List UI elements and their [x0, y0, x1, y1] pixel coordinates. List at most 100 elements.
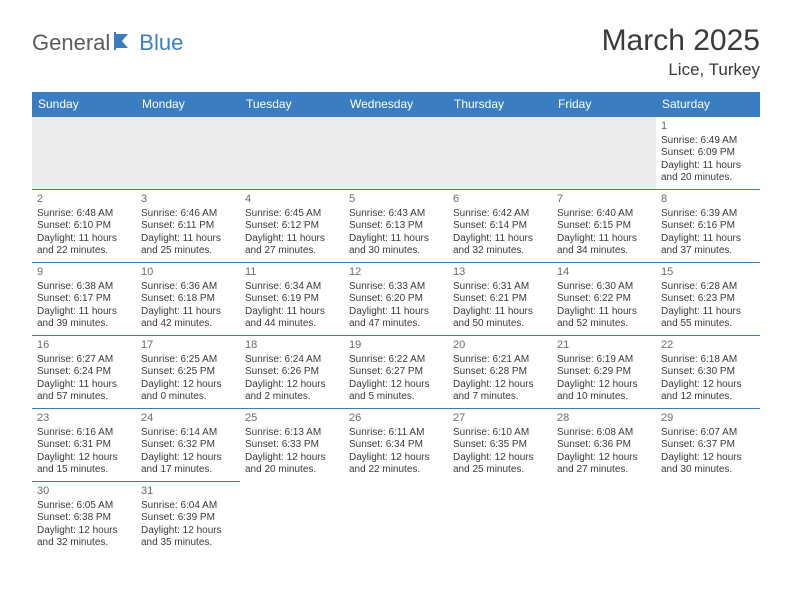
calendar-cell: 1Sunrise: 6:49 AMSunset: 6:09 PMDaylight…	[656, 117, 760, 190]
calendar-cell: 5Sunrise: 6:43 AMSunset: 6:13 PMDaylight…	[344, 190, 448, 263]
sunrise-text: Sunrise: 6:05 AM	[37, 500, 131, 513]
sunset-text: Sunset: 6:09 PM	[661, 147, 755, 160]
day-number: 20	[453, 339, 547, 353]
daylight-text: and 20 minutes.	[245, 464, 339, 477]
daylight-text: Daylight: 11 hours	[661, 233, 755, 246]
sunset-text: Sunset: 6:39 PM	[141, 512, 235, 525]
sunrise-text: Sunrise: 6:48 AM	[37, 208, 131, 221]
day-number: 24	[141, 412, 235, 426]
daylight-text: Daylight: 12 hours	[557, 452, 651, 465]
logo-text-blue: Blue	[139, 30, 183, 56]
calendar-cell: 14Sunrise: 6:30 AMSunset: 6:22 PMDayligh…	[552, 263, 656, 336]
day-number: 3	[141, 193, 235, 207]
sunrise-text: Sunrise: 6:10 AM	[453, 427, 547, 440]
daylight-text: Daylight: 11 hours	[557, 306, 651, 319]
sunset-text: Sunset: 6:20 PM	[349, 293, 443, 306]
sunset-text: Sunset: 6:11 PM	[141, 220, 235, 233]
calendar-cell: 13Sunrise: 6:31 AMSunset: 6:21 PMDayligh…	[448, 263, 552, 336]
calendar-table: Sunday Monday Tuesday Wednesday Thursday…	[32, 92, 760, 555]
sunrise-text: Sunrise: 6:07 AM	[661, 427, 755, 440]
sunrise-text: Sunrise: 6:31 AM	[453, 281, 547, 294]
daylight-text: Daylight: 11 hours	[349, 233, 443, 246]
sunrise-text: Sunrise: 6:38 AM	[37, 281, 131, 294]
daylight-text: Daylight: 12 hours	[453, 452, 547, 465]
daylight-text: and 0 minutes.	[141, 391, 235, 404]
sunset-text: Sunset: 6:13 PM	[349, 220, 443, 233]
calendar-cell: 21Sunrise: 6:19 AMSunset: 6:29 PMDayligh…	[552, 336, 656, 409]
day-header: Friday	[552, 92, 656, 117]
day-number: 22	[661, 339, 755, 353]
sunset-text: Sunset: 6:30 PM	[661, 366, 755, 379]
day-number: 31	[141, 485, 235, 499]
sunrise-text: Sunrise: 6:40 AM	[557, 208, 651, 221]
calendar-cell	[552, 482, 656, 555]
calendar-cell	[656, 482, 760, 555]
day-number: 17	[141, 339, 235, 353]
day-number: 12	[349, 266, 443, 280]
daylight-text: and 10 minutes.	[557, 391, 651, 404]
daylight-text: and 32 minutes.	[453, 245, 547, 258]
sunset-text: Sunset: 6:26 PM	[245, 366, 339, 379]
sunset-text: Sunset: 6:18 PM	[141, 293, 235, 306]
calendar-cell: 9Sunrise: 6:38 AMSunset: 6:17 PMDaylight…	[32, 263, 136, 336]
calendar-cell: 23Sunrise: 6:16 AMSunset: 6:31 PMDayligh…	[32, 409, 136, 482]
day-header-row: Sunday Monday Tuesday Wednesday Thursday…	[32, 92, 760, 117]
day-number: 5	[349, 193, 443, 207]
sunset-text: Sunset: 6:12 PM	[245, 220, 339, 233]
calendar-row: 23Sunrise: 6:16 AMSunset: 6:31 PMDayligh…	[32, 409, 760, 482]
daylight-text: Daylight: 11 hours	[245, 233, 339, 246]
daylight-text: and 12 minutes.	[661, 391, 755, 404]
day-number: 23	[37, 412, 131, 426]
calendar-cell: 4Sunrise: 6:45 AMSunset: 6:12 PMDaylight…	[240, 190, 344, 263]
day-number: 6	[453, 193, 547, 207]
sunrise-text: Sunrise: 6:14 AM	[141, 427, 235, 440]
daylight-text: and 30 minutes.	[349, 245, 443, 258]
calendar-row: 30Sunrise: 6:05 AMSunset: 6:38 PMDayligh…	[32, 482, 760, 555]
daylight-text: and 20 minutes.	[661, 172, 755, 185]
daylight-text: Daylight: 11 hours	[349, 306, 443, 319]
calendar-cell: 10Sunrise: 6:36 AMSunset: 6:18 PMDayligh…	[136, 263, 240, 336]
sunset-text: Sunset: 6:14 PM	[453, 220, 547, 233]
sunset-text: Sunset: 6:10 PM	[37, 220, 131, 233]
sunset-text: Sunset: 6:22 PM	[557, 293, 651, 306]
calendar-cell: 25Sunrise: 6:13 AMSunset: 6:33 PMDayligh…	[240, 409, 344, 482]
header: General Blue March 2025 Lice, Turkey	[32, 24, 760, 80]
calendar-cell	[344, 117, 448, 190]
calendar-cell: 15Sunrise: 6:28 AMSunset: 6:23 PMDayligh…	[656, 263, 760, 336]
daylight-text: and 25 minutes.	[453, 464, 547, 477]
sunrise-text: Sunrise: 6:25 AM	[141, 354, 235, 367]
daylight-text: and 39 minutes.	[37, 318, 131, 331]
day-number: 14	[557, 266, 651, 280]
day-number: 15	[661, 266, 755, 280]
sunrise-text: Sunrise: 6:36 AM	[141, 281, 235, 294]
daylight-text: and 44 minutes.	[245, 318, 339, 331]
sunrise-text: Sunrise: 6:11 AM	[349, 427, 443, 440]
daylight-text: Daylight: 12 hours	[661, 452, 755, 465]
sunrise-text: Sunrise: 6:08 AM	[557, 427, 651, 440]
sunrise-text: Sunrise: 6:18 AM	[661, 354, 755, 367]
sunset-text: Sunset: 6:37 PM	[661, 439, 755, 452]
calendar-cell	[32, 117, 136, 190]
calendar-cell: 18Sunrise: 6:24 AMSunset: 6:26 PMDayligh…	[240, 336, 344, 409]
daylight-text: and 2 minutes.	[245, 391, 339, 404]
calendar-row: 1Sunrise: 6:49 AMSunset: 6:09 PMDaylight…	[32, 117, 760, 190]
sunrise-text: Sunrise: 6:34 AM	[245, 281, 339, 294]
daylight-text: Daylight: 12 hours	[349, 379, 443, 392]
calendar-cell: 8Sunrise: 6:39 AMSunset: 6:16 PMDaylight…	[656, 190, 760, 263]
sunset-text: Sunset: 6:27 PM	[349, 366, 443, 379]
daylight-text: Daylight: 12 hours	[37, 452, 131, 465]
calendar-cell: 24Sunrise: 6:14 AMSunset: 6:32 PMDayligh…	[136, 409, 240, 482]
day-number: 1	[661, 120, 755, 134]
daylight-text: Daylight: 11 hours	[141, 306, 235, 319]
daylight-text: Daylight: 11 hours	[453, 306, 547, 319]
daylight-text: and 22 minutes.	[349, 464, 443, 477]
day-number: 18	[245, 339, 339, 353]
sunrise-text: Sunrise: 6:43 AM	[349, 208, 443, 221]
day-number: 13	[453, 266, 547, 280]
calendar-cell	[448, 482, 552, 555]
day-number: 2	[37, 193, 131, 207]
daylight-text: and 47 minutes.	[349, 318, 443, 331]
logo: General Blue	[32, 30, 183, 56]
calendar-cell: 28Sunrise: 6:08 AMSunset: 6:36 PMDayligh…	[552, 409, 656, 482]
calendar-cell: 2Sunrise: 6:48 AMSunset: 6:10 PMDaylight…	[32, 190, 136, 263]
